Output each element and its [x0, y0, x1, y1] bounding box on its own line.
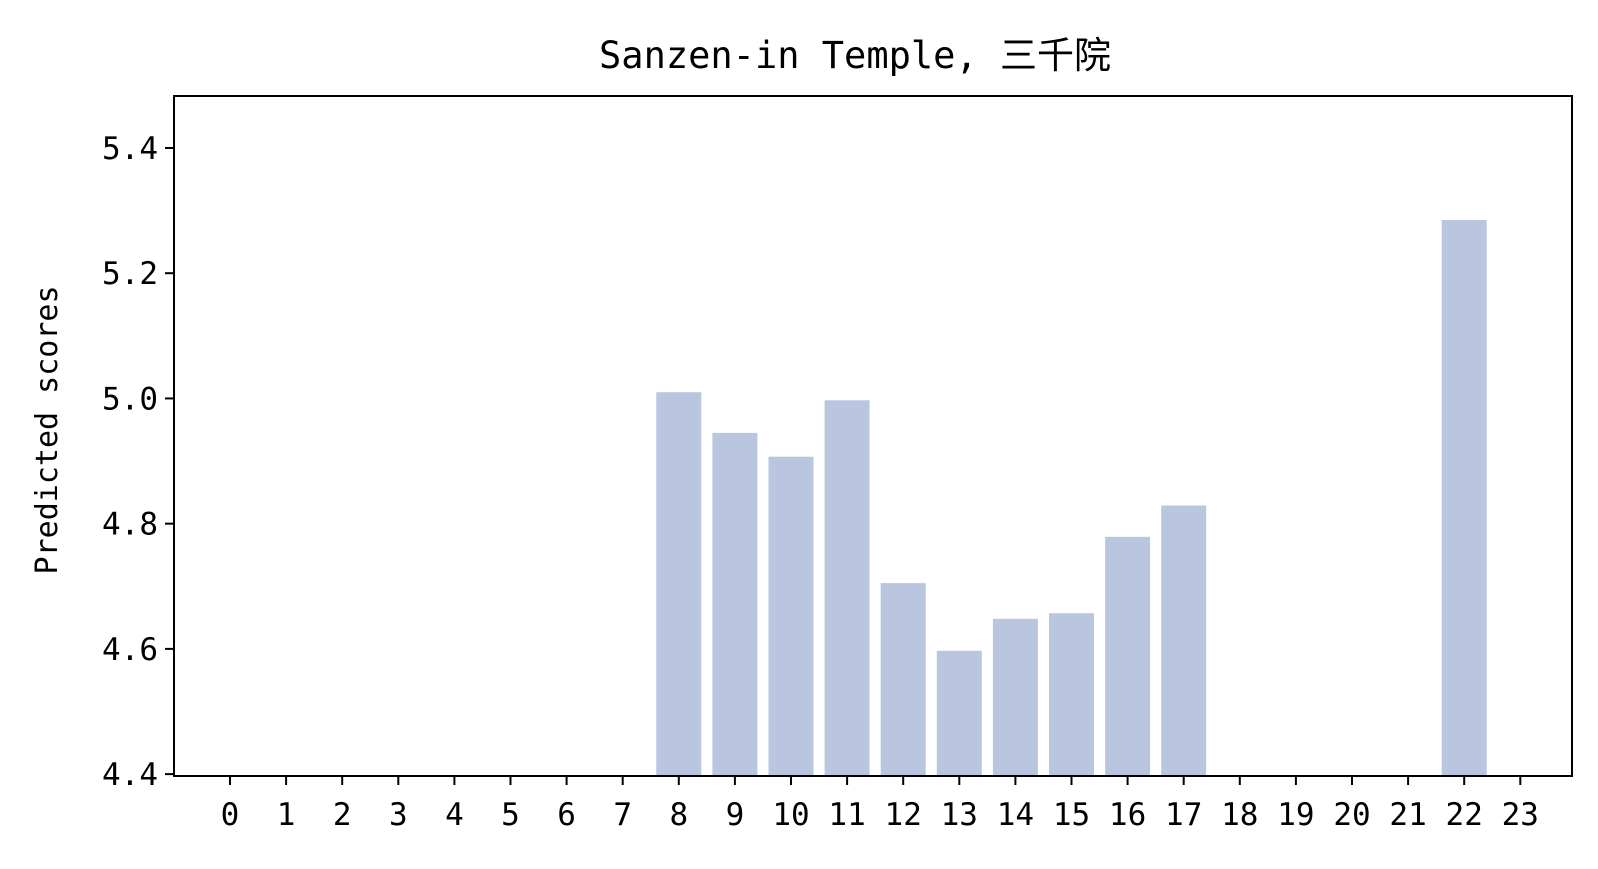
y-tick-label: 4.8: [102, 507, 158, 543]
y-tick-label: 4.4: [102, 757, 158, 793]
x-tick-label: 10: [772, 797, 809, 833]
x-tick-label: 16: [1109, 797, 1146, 833]
x-tick-label: 1: [277, 797, 296, 833]
y-tick-label: 5.4: [102, 131, 158, 167]
bar-8: [656, 392, 702, 776]
x-tick-label: 14: [997, 797, 1034, 833]
x-tick-label: 9: [726, 797, 745, 833]
bar-15: [1049, 613, 1094, 776]
bar-14: [992, 618, 1038, 776]
x-tick-label: 7: [613, 797, 632, 833]
chart-title: Sanzen-in Temple, 三千院: [599, 34, 1111, 77]
x-tick-label: 23: [1502, 797, 1539, 833]
x-tick-label: 17: [1165, 797, 1202, 833]
y-axis-label: Predicted scores: [30, 286, 65, 575]
bar-16: [1105, 536, 1151, 776]
x-tick-label: 15: [1053, 797, 1090, 833]
bar-22: [1441, 220, 1487, 776]
y-tick-label: 5.2: [102, 256, 158, 292]
bar-13: [936, 650, 982, 776]
x-tick-label: 3: [389, 797, 408, 833]
x-tick-label: 6: [557, 797, 576, 833]
x-tick-label: 11: [828, 797, 865, 833]
bar-17: [1161, 505, 1207, 776]
bar-12: [880, 583, 926, 776]
y-tick-label: 4.6: [102, 632, 158, 668]
x-tick-label: 4: [445, 797, 464, 833]
x-tick-label: 18: [1221, 797, 1258, 833]
x-tick-label: 13: [941, 797, 978, 833]
x-tick-label: 22: [1446, 797, 1483, 833]
x-tick-label: 19: [1277, 797, 1314, 833]
bars-group: [656, 220, 1487, 776]
x-tick-label: 12: [885, 797, 922, 833]
bar-10: [768, 456, 814, 776]
x-axis-ticks: 0 1 2 3 4 5 6 7 8 9 10 11 12 13 14 15 16 17 18 19 20 21 22 23: [221, 776, 1539, 833]
y-axis-ticks: 4.4 4.6 4.8 5.0 5.2 5.4: [102, 131, 174, 793]
plot-frame: [173, 95, 1573, 777]
x-tick-label: 21: [1389, 797, 1426, 833]
x-tick-label: 8: [669, 797, 688, 833]
y-tick-label: 5.0: [102, 381, 158, 417]
bar-9: [712, 432, 758, 776]
x-tick-label: 2: [333, 797, 352, 833]
x-tick-label: 5: [501, 797, 520, 833]
x-tick-label: 20: [1333, 797, 1370, 833]
x-tick-label: 0: [221, 797, 240, 833]
bar-11: [824, 400, 870, 776]
